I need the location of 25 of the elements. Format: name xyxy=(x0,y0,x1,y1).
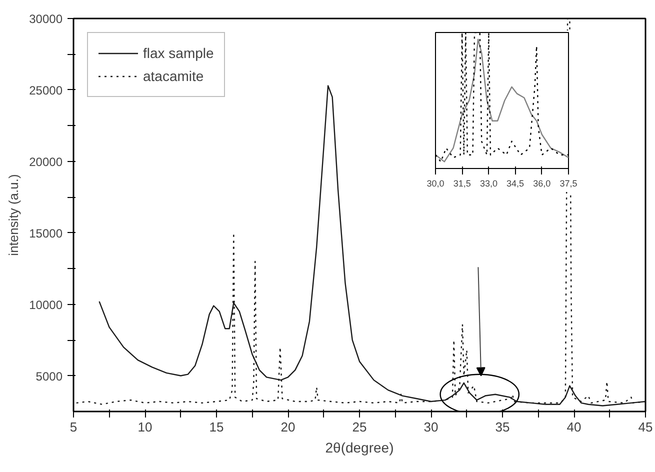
x-tick-label: 35 xyxy=(495,420,510,434)
y-tick-label: 30000 xyxy=(29,12,63,26)
x-tick-label: 30,0 xyxy=(426,178,444,188)
x-tick-label: 45 xyxy=(638,420,653,434)
x-tick-label: 31,5 xyxy=(453,178,471,188)
x-tick-label: 20 xyxy=(280,420,296,434)
x-axis-title: 2θ(degree) xyxy=(325,440,394,456)
legend-label: flax sample xyxy=(143,45,214,61)
x-tick-label: 36,0 xyxy=(533,178,551,188)
y-tick-label: 25000 xyxy=(29,83,63,98)
x-tick-label: 37,5 xyxy=(560,178,578,188)
y-axis-title: intensity (a.u.) xyxy=(6,174,22,256)
y-tick-label: 20000 xyxy=(29,154,63,169)
y-tick-label: 15000 xyxy=(29,226,63,240)
x-tick-label: 15 xyxy=(209,420,224,434)
x-tick-label: 30 xyxy=(424,420,438,434)
x-tick-label: 10 xyxy=(138,420,152,434)
legend-label: atacamite xyxy=(143,68,204,84)
x-tick-label: 40 xyxy=(566,420,582,434)
x-tick-label: 33,0 xyxy=(480,178,498,188)
x-tick-label: 5 xyxy=(70,420,78,434)
y-tick-label: 10000 xyxy=(29,298,63,312)
x-tick-label: 34,5 xyxy=(506,178,524,188)
y-tick-label: 5000 xyxy=(36,369,63,384)
x-tick-label: 25 xyxy=(352,420,367,434)
